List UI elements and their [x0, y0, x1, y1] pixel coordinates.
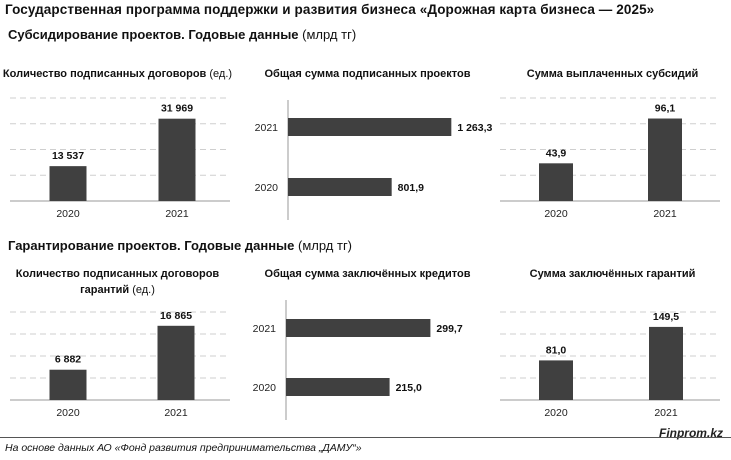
x-tick-label: 2020: [56, 208, 80, 220]
x-tick-label: 2020: [544, 407, 568, 419]
data-label: 149,5: [653, 311, 679, 323]
x-tick-label: 2021: [164, 407, 188, 419]
brand-logo: Finprom.kz: [658, 426, 723, 440]
chart-3-title-text: Сумма выплаченных субсидий: [526, 68, 699, 80]
y-tick-label: 2021: [253, 323, 277, 335]
data-label: 31 969: [161, 103, 193, 115]
source-note: На основе данных АО «Фонд развития предп…: [5, 442, 362, 454]
bar: [288, 178, 392, 196]
section-subsidies-unit: (млрд тг): [298, 27, 357, 42]
chart-1-title-text: Количество подписанных договоров: [2, 68, 207, 80]
chart-5-title-text: Общая сумма заключённых кредитов: [264, 268, 471, 280]
bar: [648, 118, 682, 201]
data-label: 6 882: [55, 354, 81, 366]
x-tick-label: 2020: [544, 208, 568, 220]
chart-contracts-count: 13 537 2020 31 969 2021: [10, 97, 230, 220]
chart-5-title: Общая сумма заключённых кредитов: [245, 266, 490, 282]
chart-2-title-text: Общая сумма подписанных проектов: [264, 68, 471, 80]
y-tick-label: 2021: [255, 122, 279, 134]
section-guarantees-unit: (млрд тг): [294, 238, 353, 253]
chart-4-title-unit: (ед.): [129, 284, 155, 296]
chart-1-title-unit: (ед.): [206, 68, 233, 80]
bar: [539, 163, 573, 201]
chart-4-title-text: Количество подписанных договоров гаранти…: [15, 268, 220, 296]
bar: [49, 369, 87, 400]
data-label: 13 537: [52, 150, 84, 162]
chart-subsidies-paid: 43,9 2020 96,1 2021: [500, 97, 720, 220]
section-subsidies-heading: Субсидирование проектов. Годовые данные …: [8, 27, 356, 42]
bar: [649, 326, 683, 400]
bar: [539, 360, 573, 400]
footer-divider: [0, 437, 731, 438]
x-tick-label: 2021: [654, 407, 678, 419]
x-tick-label: 2020: [56, 407, 80, 419]
x-tick-label: 2021: [653, 208, 677, 220]
bar: [157, 325, 195, 400]
data-label: 16 865: [160, 310, 192, 322]
y-tick-label: 2020: [253, 382, 277, 394]
chart-6-title-text: Сумма заключённых гарантий: [529, 268, 696, 280]
section-guarantees-heading: Гарантирование проектов. Годовые данные …: [8, 238, 352, 253]
bar: [286, 319, 431, 337]
data-label: 43,9: [546, 147, 567, 159]
data-label: 1 263,3: [457, 122, 492, 134]
chart-guarantees-sum: 81,0 2020 149,5 2021: [500, 311, 720, 419]
chart-3-title: Сумма выплаченных субсидий: [500, 66, 725, 82]
data-label: 96,1: [655, 103, 676, 115]
data-label: 299,7: [436, 323, 462, 335]
section-subsidies-title: Субсидирование проектов. Годовые данные: [8, 27, 299, 42]
data-label: 215,0: [396, 382, 422, 394]
chart-4-title: Количество подписанных договоров гаранти…: [5, 266, 230, 298]
data-label: 801,9: [398, 182, 424, 194]
x-tick-label: 2021: [165, 208, 189, 220]
page-title: Государственная программа поддержки и ра…: [5, 2, 655, 17]
bar: [49, 166, 87, 201]
chart-credits-sum: 299,7 2021 215,0 2020: [253, 300, 463, 420]
chart-1-title: Количество подписанных договоров (ед.): [0, 66, 235, 82]
chart-2-title: Общая сумма подписанных проектов: [245, 66, 490, 82]
chart-projects-sum: 1 263,3 2021 801,9 2020: [255, 100, 493, 220]
bar: [158, 118, 196, 201]
chart-guarantee-contracts-count: 6 882 2020 16 865 2021: [10, 310, 230, 419]
chart-6-title: Сумма заключённых гарантий: [500, 266, 725, 282]
section-guarantees-title: Гарантирование проектов. Годовые данные: [8, 238, 295, 253]
y-tick-label: 2020: [255, 182, 279, 194]
bar: [286, 378, 390, 396]
data-label: 81,0: [546, 344, 567, 356]
bar: [288, 118, 452, 136]
